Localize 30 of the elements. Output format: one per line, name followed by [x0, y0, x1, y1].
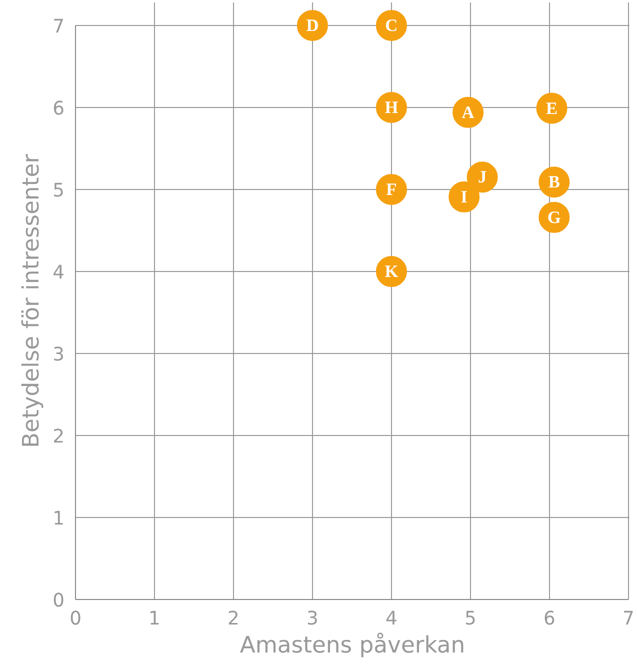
- y-tick-label: 4: [52, 262, 65, 284]
- annotation: E: [546, 98, 558, 118]
- x-tick-label: 4: [386, 608, 398, 630]
- annotation: K: [384, 262, 399, 281]
- x-tick-label: 2: [228, 608, 240, 630]
- point: [448, 181, 480, 212]
- y-tick-label: 6: [52, 98, 65, 120]
- annotation: A: [462, 102, 475, 122]
- annotation: C: [385, 16, 398, 35]
- annotation: D: [306, 16, 319, 35]
- x-tick-label: 1: [148, 608, 160, 630]
- annotation: G: [547, 208, 561, 227]
- y-tick-label: 1: [52, 508, 65, 530]
- annotation: I: [460, 187, 468, 206]
- x-tick-label: 7: [622, 608, 634, 630]
- x-tick-label: 6: [543, 608, 556, 630]
- y-tick-label: 0: [52, 590, 65, 612]
- annotation: B: [548, 172, 560, 192]
- y-tick-label: 3: [52, 344, 65, 366]
- x-axis-title: Amastens påverkan: [240, 632, 466, 658]
- y-tick-label: 7: [52, 16, 65, 38]
- annotation: F: [386, 180, 397, 199]
- annotation: J: [478, 168, 487, 187]
- x-tick-label: 0: [70, 608, 82, 630]
- x-tick-label: 5: [464, 608, 476, 630]
- y-tick-label: 5: [52, 180, 65, 202]
- x-tick-label: 3: [306, 608, 318, 630]
- annotation: H: [384, 98, 399, 117]
- y-axis-title: Betydelse för intressenter: [18, 153, 45, 448]
- y-tick-label: 2: [52, 426, 65, 448]
